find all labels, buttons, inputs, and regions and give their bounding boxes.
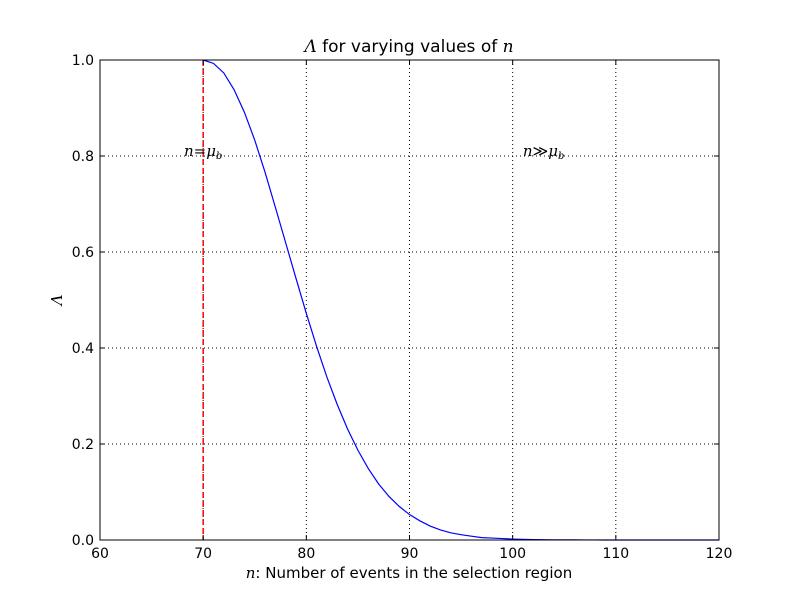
x-axis-label-text: : Number of events in the selection regi…: [255, 564, 572, 582]
y-tick-label: 0.6: [72, 245, 94, 261]
x-tick-label: 110: [602, 546, 629, 562]
chart-title: Λ for varying values of n: [302, 37, 513, 57]
ticks: 60 70 80 90 100 110 120 0.0 0.2 0.4 0.6 0.8 1.0: [72, 53, 733, 562]
x-tick-label: 100: [499, 546, 526, 562]
x-tick-label: 60: [91, 546, 109, 562]
y-tick-label: 1.0: [72, 53, 94, 69]
y-tick-label: 0.0: [72, 533, 94, 549]
annotation-1: n=μb: [184, 142, 222, 162]
y-tick-label: 0.2: [72, 437, 94, 453]
chart-title-text: for varying values of: [317, 37, 503, 57]
y-tick-label: 0.8: [72, 149, 94, 165]
chart-title-symbol: Λ: [302, 37, 316, 57]
annotation-2: n≫μb: [523, 142, 565, 162]
x-tick-label: 120: [706, 546, 733, 562]
chart-title-var: n: [503, 37, 514, 57]
annotations: n=μb n≫μb: [184, 142, 564, 162]
y-axis-label: Λ: [48, 294, 66, 307]
x-tick-label: 80: [297, 546, 315, 562]
x-tick-label: 90: [401, 546, 419, 562]
y-tick-label: 0.4: [72, 341, 94, 357]
x-axis-label-var: n: [246, 564, 256, 582]
x-tick-label: 70: [194, 546, 212, 562]
x-axis-label: n: Number of events in the selection reg…: [246, 564, 573, 582]
